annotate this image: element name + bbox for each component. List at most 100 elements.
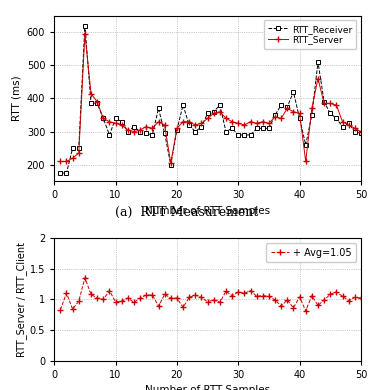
RTT_Receiver — [58, 171, 62, 176]
RTT_Server — [150, 126, 154, 131]
+ Avg=1.05 — [346, 298, 351, 303]
RTT_Server — [169, 161, 173, 165]
RTT_Server — [119, 122, 124, 127]
RTT_Receiver — [261, 126, 265, 131]
RTT_Receiver — [236, 133, 240, 137]
RTT_Receiver — [267, 126, 271, 131]
RTT_Receiver — [70, 146, 75, 151]
RTT_Server — [273, 114, 277, 119]
RTT_Server — [254, 121, 259, 126]
+ Avg=1.05 — [156, 304, 161, 308]
RTT_Server — [95, 99, 99, 104]
RTT_Receiver — [113, 116, 118, 121]
RTT_Receiver — [279, 103, 283, 108]
+ Avg=1.05 — [230, 293, 234, 298]
+ Avg=1.05 — [297, 294, 302, 299]
RTT_Receiver — [205, 111, 210, 116]
RTT_Receiver — [169, 162, 173, 167]
RTT_Receiver — [156, 106, 161, 111]
+ Avg=1.05 — [144, 292, 148, 297]
RTT_Server — [187, 119, 191, 124]
+ Avg=1.05 — [236, 290, 240, 294]
+ Avg=1.05 — [316, 303, 320, 308]
RTT_Receiver — [218, 103, 222, 108]
RTT_Receiver — [224, 129, 228, 134]
+ Avg=1.05 — [254, 294, 259, 299]
+ Avg=1.05 — [267, 294, 271, 299]
+ Avg=1.05 — [224, 289, 228, 294]
+ Avg=1.05 — [211, 298, 216, 302]
RTT_Receiver — [353, 129, 357, 134]
RTT_Receiver — [101, 116, 105, 121]
+ Avg=1.05 — [218, 300, 222, 305]
+ Avg=1.05 — [64, 291, 69, 296]
RTT_Receiver — [119, 119, 124, 124]
RTT_Receiver — [359, 131, 363, 136]
RTT_Receiver — [138, 129, 142, 134]
RTT_Receiver — [187, 122, 191, 127]
RTT_Receiver — [297, 116, 302, 121]
+ Avg=1.05 — [150, 292, 154, 297]
RTT_Server — [144, 124, 148, 129]
+ Avg=1.05 — [291, 306, 296, 310]
+ Avg=1.05 — [340, 294, 345, 299]
+ Avg=1.05 — [113, 300, 118, 304]
RTT_Server — [64, 159, 69, 164]
RTT_Server — [126, 128, 130, 132]
+ Avg=1.05 — [58, 307, 62, 312]
+ Avg=1.05 — [187, 295, 191, 300]
RTT_Receiver — [150, 133, 154, 137]
RTT_Server — [89, 91, 93, 96]
RTT_Receiver — [77, 146, 81, 151]
RTT_Receiver — [254, 126, 259, 131]
RTT_Server — [230, 119, 234, 124]
RTT_Server — [138, 128, 142, 132]
Legend: + Avg=1.05: + Avg=1.05 — [266, 243, 356, 262]
Y-axis label: RTT (ms): RTT (ms) — [11, 76, 21, 121]
RTT_Server — [101, 116, 105, 121]
RTT_Server — [236, 121, 240, 126]
RTT_Receiver — [199, 124, 204, 129]
RTT_Server — [175, 126, 179, 131]
+ Avg=1.05 — [248, 288, 253, 293]
RTT_Server — [199, 121, 204, 126]
Line: RTT_Receiver: RTT_Receiver — [58, 23, 363, 176]
RTT_Receiver — [273, 113, 277, 117]
+ Avg=1.05 — [273, 298, 277, 302]
RTT_Receiver — [242, 133, 246, 137]
RTT_Server — [346, 122, 351, 127]
+ Avg=1.05 — [89, 292, 93, 297]
RTT_Receiver — [181, 103, 185, 108]
RTT_Receiver — [64, 171, 69, 176]
RTT_Server — [70, 156, 75, 161]
+ Avg=1.05 — [199, 295, 204, 300]
RTT_Server — [353, 126, 357, 131]
RTT_Receiver — [162, 131, 167, 136]
+ Avg=1.05 — [310, 293, 314, 298]
RTT_Server — [340, 119, 345, 124]
RTT_Server — [285, 106, 289, 111]
RTT_Receiver — [193, 129, 197, 134]
+ Avg=1.05 — [303, 308, 308, 313]
RTT_Receiver — [310, 113, 314, 117]
X-axis label: Number of RTT Samples: Number of RTT Samples — [145, 385, 270, 390]
+ Avg=1.05 — [334, 290, 338, 294]
Y-axis label: RTT_Server / RTT_Client: RTT_Server / RTT_Client — [16, 242, 27, 357]
RTT_Server — [297, 111, 302, 116]
RTT_Server — [334, 103, 338, 108]
RTT_Server — [58, 159, 62, 164]
Line: + Avg=1.05: + Avg=1.05 — [57, 274, 364, 314]
+ Avg=1.05 — [175, 296, 179, 300]
RTT_Server — [248, 119, 253, 124]
RTT_Server — [261, 119, 265, 124]
RTT_Server — [242, 122, 246, 127]
RTT_Server — [181, 119, 185, 124]
RTT_Server — [83, 32, 87, 36]
+ Avg=1.05 — [77, 299, 81, 303]
RTT_Receiver — [303, 142, 308, 147]
RTT_Receiver — [107, 133, 112, 137]
+ Avg=1.05 — [138, 296, 142, 300]
RTT_Receiver — [248, 133, 253, 137]
RTT_Receiver — [285, 105, 289, 109]
RTT_Receiver — [334, 116, 338, 121]
